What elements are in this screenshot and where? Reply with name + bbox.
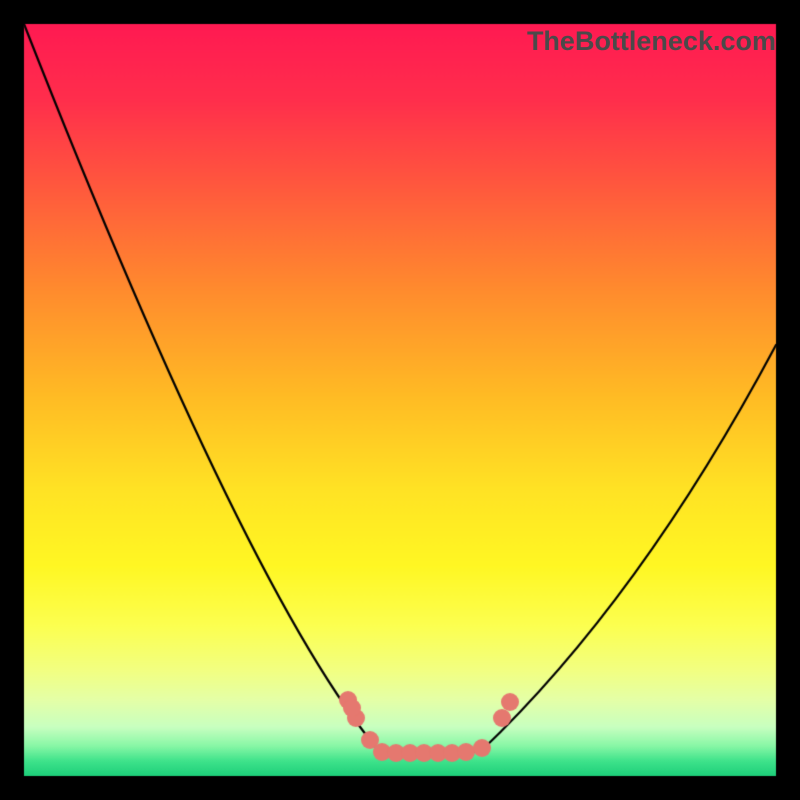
v-curve-layer: [0, 0, 800, 800]
chart-stage: TheBottleneck.com: [0, 0, 800, 800]
